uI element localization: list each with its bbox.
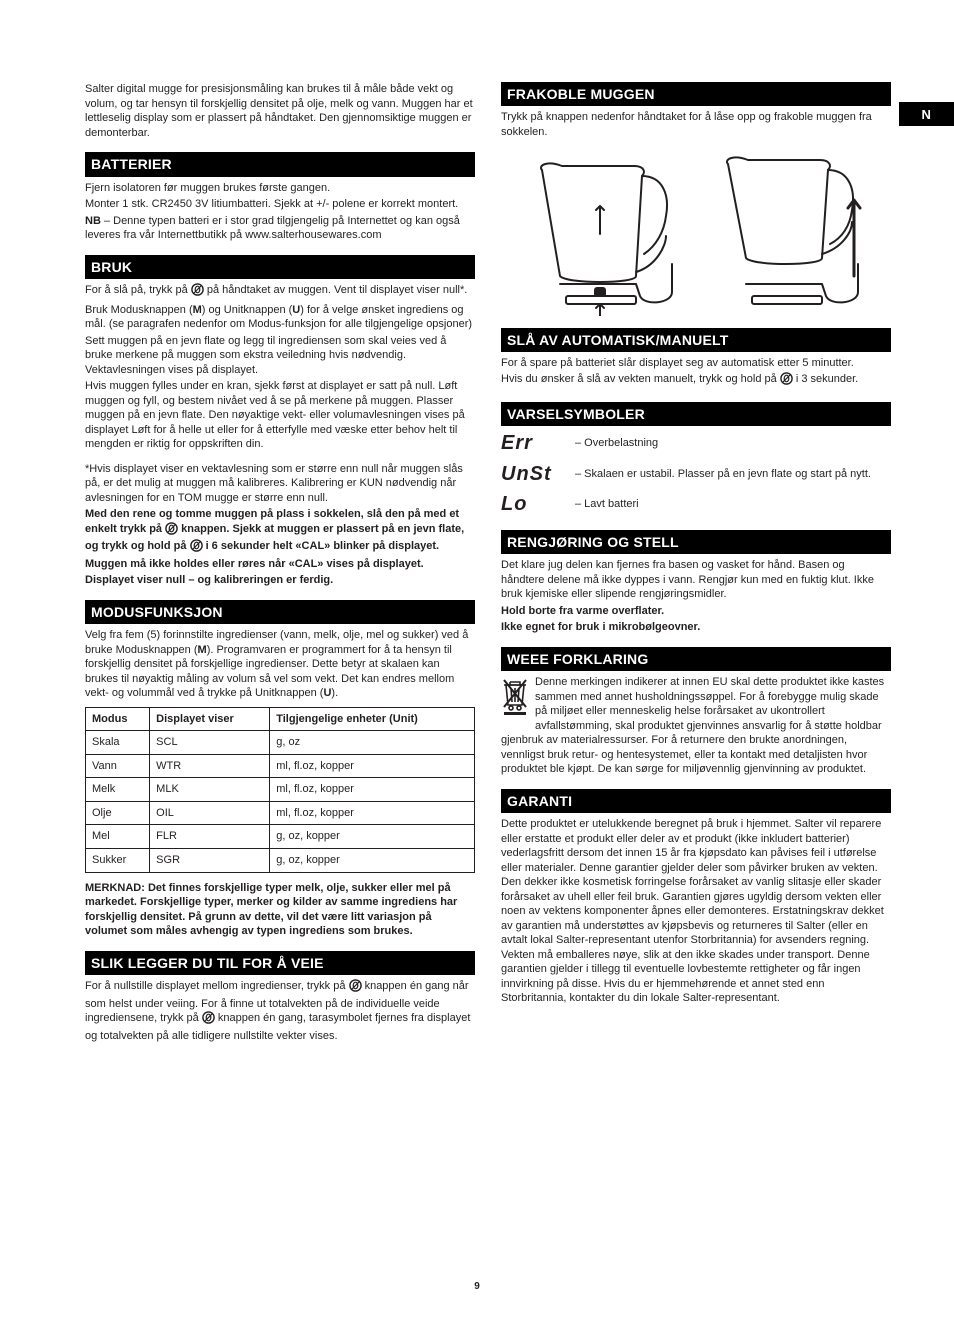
heading-modus: MODUSFUNKSJON bbox=[85, 600, 475, 624]
symbol-unst: UnSt – Skalaen er ustabil. Plasser på en… bbox=[501, 461, 891, 487]
heading-varsel: VARSELSYMBOLER bbox=[501, 402, 891, 426]
bruk-p1: For å slå på, trykk på på håndtaket av m… bbox=[85, 283, 475, 301]
err-icon: Err bbox=[501, 430, 561, 456]
modus-p1: Velg fra fem (5) forinnstilte ingrediens… bbox=[85, 628, 475, 701]
batterier-line1: Fjern isolatoren før muggen brukes først… bbox=[85, 181, 475, 196]
col-modus: Modus bbox=[86, 707, 150, 731]
col-units: Tilgjengelige enheter (Unit) bbox=[270, 707, 475, 731]
table-row: MelFLRg, oz, kopper bbox=[86, 825, 475, 849]
left-column: Salter digital mugge for presisjonsmålin… bbox=[85, 82, 475, 1045]
right-column: FRAKOBLE MUGGEN Trykk på knappen nedenfo… bbox=[501, 82, 891, 1045]
unst-icon: UnSt bbox=[501, 461, 561, 487]
modes-table: Modus Displayet viser Tilgjengelige enhe… bbox=[85, 707, 475, 873]
zero-button-icon bbox=[780, 372, 793, 390]
zero-button-icon bbox=[349, 979, 362, 997]
rengjoring-p1: Det klare jug delen kan fjernes fra base… bbox=[501, 558, 891, 602]
columns: Salter digital mugge for presisjonsmålin… bbox=[85, 82, 899, 1045]
zero-button-icon bbox=[202, 1011, 215, 1029]
heading-garanti: GARANTI bbox=[501, 789, 891, 813]
lo-text: – Lavt batteri bbox=[575, 497, 639, 512]
bruk-p2: Bruk Modusknappen (M) og Unitknappen (U)… bbox=[85, 303, 475, 332]
heading-bruk: BRUK bbox=[85, 255, 475, 279]
batterier-line2: Monter 1 stk. CR2450 3V litiumbatteri. S… bbox=[85, 197, 475, 212]
batterier-nb: NB – Denne typen batteri er i stor grad … bbox=[85, 214, 475, 243]
heading-slaav: SLÅ AV AUTOMATISK/MANUELT bbox=[501, 328, 891, 352]
language-tab: N bbox=[899, 102, 954, 126]
table-row: VannWTRml, fl.oz, kopper bbox=[86, 754, 475, 778]
table-row: SkalaSCLg, oz bbox=[86, 731, 475, 755]
garanti-p1: Dette produktet er utelukkende beregnet … bbox=[501, 817, 891, 1006]
symbol-lo: Lo – Lavt batteri bbox=[501, 491, 891, 517]
rengjoring-p3: Ikke egnet for bruk i mikrobølgeovner. bbox=[501, 620, 891, 635]
heading-frakoble: FRAKOBLE MUGGEN bbox=[501, 82, 891, 106]
lo-icon: Lo bbox=[501, 491, 561, 517]
slik-p1: For å nullstille displayet mellom ingred… bbox=[85, 979, 475, 1043]
table-header-row: Modus Displayet viser Tilgjengelige enhe… bbox=[86, 707, 475, 731]
weee-block: Denne merkingen indikerer at innen EU sk… bbox=[501, 675, 891, 777]
table-row: OljeOILml, fl.oz, kopper bbox=[86, 801, 475, 825]
jug-detach-illustration bbox=[501, 146, 891, 316]
slaav-p2: Hvis du ønsker å slå av vekten manuelt, … bbox=[501, 372, 891, 390]
slaav-p1: For å spare på batteriet slår displayet … bbox=[501, 356, 891, 371]
heading-batterier: BATTERIER bbox=[85, 152, 475, 176]
page-number: 9 bbox=[0, 1281, 954, 1292]
unst-text: – Skalaen er ustabil. Plasser på en jevn… bbox=[575, 467, 871, 482]
bruk-p3: Sett muggen på en jevn flate og legg til… bbox=[85, 334, 475, 378]
weee-text: Denne merkingen indikerer at innen EU sk… bbox=[501, 676, 884, 775]
intro-text: Salter digital mugge for presisjonsmålin… bbox=[85, 82, 475, 140]
table-row: MelkMLKml, fl.oz, kopper bbox=[86, 778, 475, 802]
modus-note: MERKNAD: Det finnes forskjellige typer m… bbox=[85, 881, 475, 939]
bruk-p4: Hvis muggen fylles under en kran, sjekk … bbox=[85, 379, 475, 452]
frakoble-p1: Trykk på knappen nedenfor håndtaket for … bbox=[501, 110, 891, 139]
bruk-p6: Med den rene og tomme muggen på plass i … bbox=[85, 507, 475, 571]
bruk-p5: *Hvis displayet viser en vektavlesning s… bbox=[85, 462, 475, 506]
heading-slik: SLIK LEGGER DU TIL FOR Å VEIE bbox=[85, 951, 475, 975]
heading-weee: WEEE FORKLARING bbox=[501, 647, 891, 671]
heading-rengjoring: RENGJØRING OG STELL bbox=[501, 530, 891, 554]
err-text: – Overbelastning bbox=[575, 436, 658, 451]
nb-text: – Denne typen batteri er i stor grad til… bbox=[85, 215, 460, 242]
weee-bin-icon bbox=[501, 677, 529, 720]
col-display: Displayet viser bbox=[150, 707, 270, 731]
zero-button-icon bbox=[165, 522, 178, 540]
symbol-err: Err – Overbelastning bbox=[501, 430, 891, 456]
bruk-p7: Displayet viser null – og kalibreringen … bbox=[85, 573, 475, 588]
zero-button-icon bbox=[190, 539, 203, 557]
nb-label: NB bbox=[85, 215, 101, 227]
rengjoring-p2: Hold borte fra varme overflater. bbox=[501, 604, 891, 619]
table-row: SukkerSGRg, oz, kopper bbox=[86, 849, 475, 873]
page: N Salter digital mugge for presisjonsmål… bbox=[0, 0, 954, 1318]
zero-button-icon bbox=[191, 283, 204, 301]
